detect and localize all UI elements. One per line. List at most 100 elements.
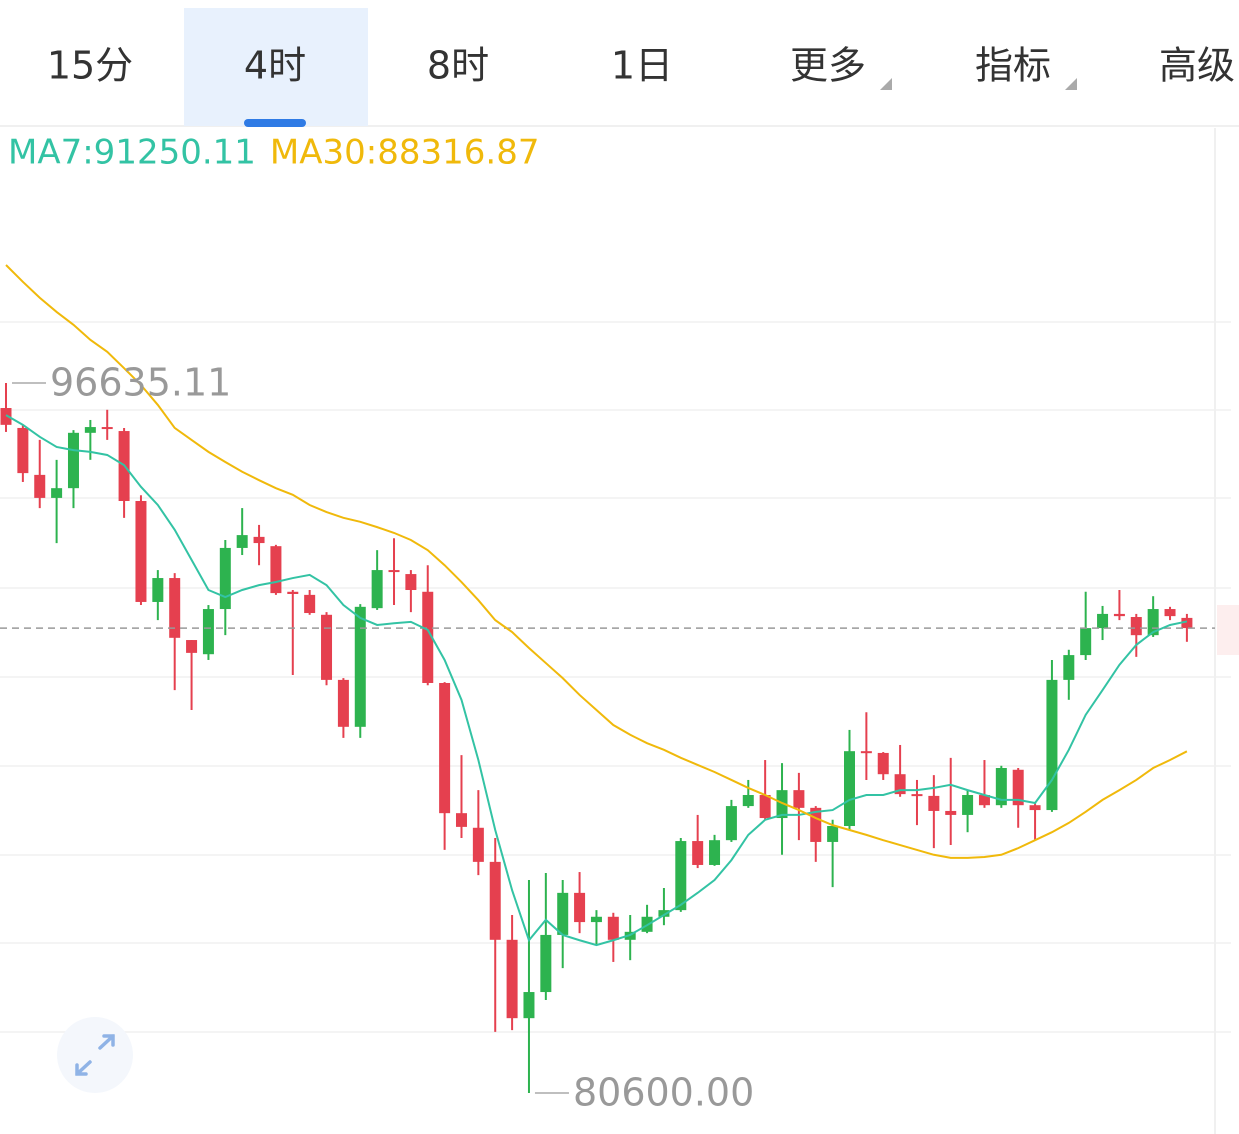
candle-body	[472, 827, 484, 862]
tab-label[interactable]: 8时	[427, 44, 489, 88]
candle-body	[439, 682, 451, 814]
tab-label[interactable]: 4时	[244, 44, 306, 88]
candle-body	[1113, 613, 1125, 617]
candle-body	[321, 614, 333, 680]
candle-body	[1046, 679, 1058, 811]
candle-body	[540, 934, 552, 993]
tab-label[interactable]: 更多	[790, 44, 866, 88]
candle-body	[101, 427, 113, 430]
tab-label[interactable]: 1日	[611, 44, 673, 88]
dropdown-caret[interactable]	[1065, 78, 1077, 90]
candle-body	[1097, 613, 1109, 629]
tab-label[interactable]: 指标	[975, 44, 1051, 88]
candle-body	[844, 751, 855, 827]
candle-body	[590, 916, 602, 923]
candle-body	[1147, 609, 1159, 636]
candle-body	[1029, 805, 1041, 811]
ma-line	[5, 414, 1188, 947]
tab[interactable]: 高级	[1159, 44, 1235, 88]
candle-body	[1080, 628, 1092, 656]
candle-body	[422, 591, 434, 683]
candle-body	[709, 840, 721, 865]
candle-body	[523, 992, 535, 1019]
candle-body	[776, 790, 788, 819]
tab[interactable]: 15分	[47, 44, 133, 88]
candle-body	[1130, 617, 1142, 636]
candle-body	[1181, 617, 1193, 629]
candle-body	[135, 501, 147, 602]
candle-body	[354, 606, 366, 727]
tab-label[interactable]: 15分	[47, 44, 133, 88]
legend-label: MA30:88316.87	[270, 133, 540, 173]
candle-body	[675, 841, 687, 911]
candle-body	[928, 795, 940, 811]
candle-body	[793, 790, 805, 808]
candle-body	[827, 826, 839, 842]
extreme-label: 96635.11	[50, 361, 231, 405]
tab-underline[interactable]	[244, 119, 306, 127]
candle-body	[978, 795, 990, 806]
tab[interactable]: 指标	[975, 44, 1077, 91]
tab-bar: 15分 4时 8时 1日 更多 指标 高级	[47, 8, 1235, 127]
candle-body	[911, 794, 923, 797]
candle-body	[1012, 769, 1024, 806]
tab[interactable]: 4时	[184, 8, 368, 127]
ma-line	[5, 264, 1188, 859]
legend-label: MA7:91250.11	[8, 133, 256, 173]
candle-body	[877, 752, 889, 775]
candle-body	[658, 910, 670, 917]
candle-body	[270, 546, 282, 594]
chart: 96635.11 80600.00	[0, 264, 1215, 1115]
tab-label[interactable]: 高级	[1159, 44, 1235, 88]
candle-body	[0, 408, 12, 425]
tab-highlight[interactable]	[184, 8, 368, 126]
candle-body	[1063, 655, 1075, 680]
candle-body	[304, 594, 316, 614]
dropdown-caret[interactable]	[880, 78, 892, 90]
candle-body	[725, 806, 737, 841]
tab[interactable]: 8时	[427, 44, 489, 88]
grid	[0, 321, 1231, 1033]
candle-body	[455, 813, 467, 827]
candle-body	[860, 751, 872, 754]
candle-body	[253, 536, 265, 544]
candle-body	[67, 432, 79, 489]
candle-body	[945, 810, 957, 815]
candle-body	[894, 774, 906, 795]
candle-body	[405, 574, 417, 591]
candle-body	[962, 795, 974, 815]
candle-body	[489, 861, 501, 940]
candle-body	[995, 768, 1007, 806]
candle-body	[607, 916, 619, 940]
candle-body	[742, 795, 754, 807]
candle-body	[1164, 609, 1176, 617]
legend: MA7:91250.11 MA30:88316.87	[8, 133, 539, 173]
candle-body	[219, 547, 231, 610]
candle-body	[236, 535, 248, 548]
tab[interactable]: 更多	[790, 44, 892, 91]
candle-body	[759, 795, 771, 819]
candle-body	[810, 807, 822, 842]
candle-body	[371, 570, 383, 609]
candle-body	[84, 427, 96, 433]
candle-body	[152, 578, 164, 602]
candle-body	[506, 939, 518, 1019]
fullscreen-bg[interactable]	[57, 1017, 133, 1093]
candle-body	[34, 474, 46, 498]
candle-body	[169, 578, 181, 638]
candle-body	[337, 679, 349, 727]
candle-body	[692, 841, 704, 865]
candle-body	[557, 892, 569, 935]
candle-body	[186, 640, 198, 653]
fullscreen-icon[interactable]	[75, 1034, 115, 1076]
candle-body	[202, 609, 214, 655]
candle-body	[51, 488, 63, 498]
tab[interactable]: 1日	[611, 44, 673, 88]
fullscreen-button[interactable]	[57, 1017, 133, 1093]
price-tag	[1217, 605, 1239, 655]
candle-body	[17, 427, 29, 474]
candle-body	[574, 892, 586, 923]
extreme-label: 80600.00	[573, 1071, 754, 1115]
